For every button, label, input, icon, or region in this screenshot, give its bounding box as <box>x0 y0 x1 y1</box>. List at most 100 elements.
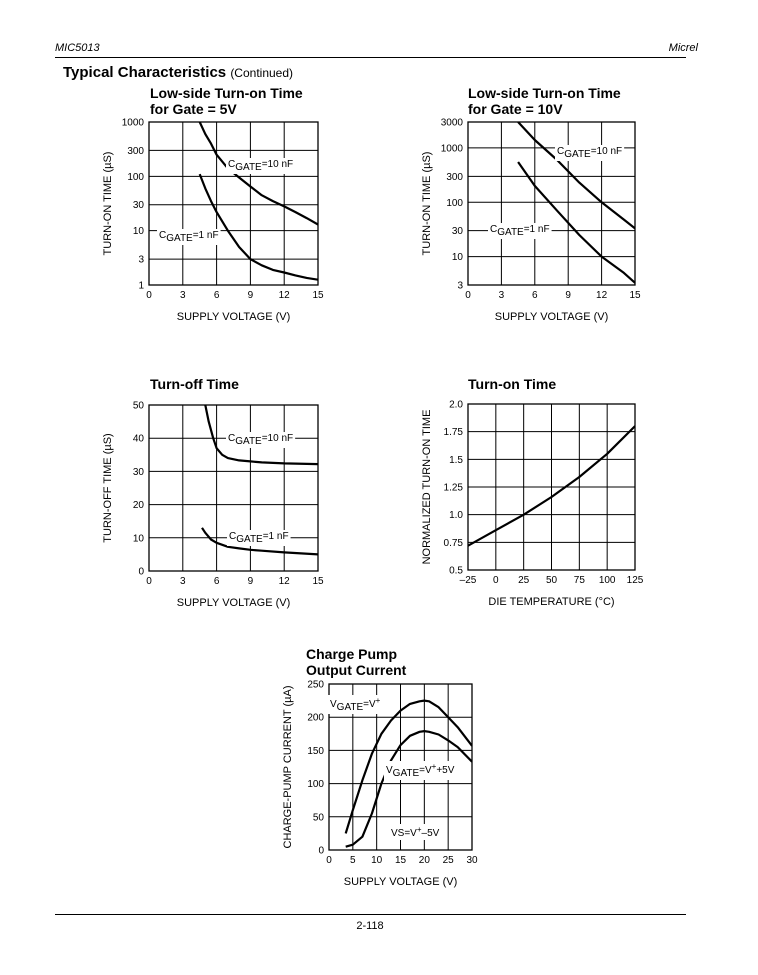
y-tick-label: 10 <box>133 533 145 544</box>
y-tick-label: 50 <box>313 812 325 823</box>
y-tick-label: 1000 <box>441 143 464 154</box>
chart-title: Low-side Turn-on Time <box>150 85 303 101</box>
curve-label-part: C <box>557 146 564 157</box>
x-tick-label: 25 <box>518 575 530 586</box>
y-axis-label: CHARGE-PUMP CURRENT (µA) <box>282 686 294 849</box>
curve-label-part: V <box>330 699 337 710</box>
y-tick-label: 100 <box>307 779 324 790</box>
page-number: 2-118 <box>356 920 384 932</box>
x-tick-label: 6 <box>214 290 220 301</box>
x-tick-label: 30 <box>466 855 478 866</box>
y-tick-label: 1.5 <box>449 455 463 466</box>
series-line-1 <box>204 405 318 466</box>
curve-label-part: GATE <box>235 436 262 447</box>
x-tick-label: 125 <box>627 575 644 586</box>
y-tick-label: 30 <box>133 467 145 478</box>
series-line-2 <box>198 173 318 281</box>
curve-label-part: C <box>490 224 497 235</box>
y-tick-label: 40 <box>133 434 145 445</box>
x-tick-label: 12 <box>279 576 291 587</box>
x-tick-label: 10 <box>371 855 383 866</box>
x-axis-label: SUPPLY VOLTAGE (V) <box>177 311 291 323</box>
y-axis-label: TURN-ON TIME (µS) <box>421 152 433 256</box>
curve-label: VGATE=V++5V <box>386 762 455 779</box>
curve-label-bg <box>555 145 625 161</box>
chart-title: Low-side Turn-on Time <box>468 85 621 101</box>
y-tick-label: 30 <box>133 200 145 211</box>
x-tick-label: 9 <box>248 576 254 587</box>
chart-title: Turn-off Time <box>150 376 239 392</box>
x-tick-label: 75 <box>574 575 586 586</box>
x-tick-label: 12 <box>279 290 291 301</box>
y-tick-label: 300 <box>127 146 144 157</box>
curve-label: CGATE=10 nF <box>557 146 622 160</box>
x-tick-label: 15 <box>312 576 324 587</box>
curve-label-part: +5V <box>436 765 454 776</box>
series-line-1 <box>198 122 318 226</box>
y-tick-label: 100 <box>127 172 144 183</box>
y-tick-label: 200 <box>307 713 324 724</box>
curve-label-bg <box>384 761 457 780</box>
x-tick-label: 100 <box>599 575 616 586</box>
curve-label-bg <box>157 229 221 245</box>
x-tick-label: –25 <box>460 575 477 586</box>
x-axis-label: DIE TEMPERATURE (°C) <box>488 596 614 608</box>
y-tick-label: 10 <box>452 252 464 263</box>
curve-label-part: =1 nF <box>193 230 219 241</box>
y-tick-label: 3 <box>138 255 144 266</box>
x-tick-label: 0 <box>146 576 152 587</box>
y-tick-label: 0 <box>138 567 144 578</box>
x-tick-label: 0 <box>465 290 471 301</box>
x-tick-label: 50 <box>546 575 558 586</box>
curve-label: VGATE=V+ <box>330 696 381 713</box>
chart-c4: Turn-on Time –25 0 25 50 75 100 125 0.5 0.75 1.0 1.… <box>421 376 644 608</box>
x-tick-label: 0 <box>326 855 332 866</box>
curve-label-part: + <box>376 696 381 705</box>
curve-label-part: –5V <box>422 828 440 839</box>
curve-label-bg <box>226 432 296 448</box>
y-tick-label: 250 <box>307 680 324 691</box>
x-tick-label: 25 <box>443 855 455 866</box>
x-tick-label: 3 <box>499 290 505 301</box>
x-tick-label: 5 <box>350 855 356 866</box>
x-tick-label: 12 <box>596 290 608 301</box>
y-axis-label: TURN-OFF TIME (µS) <box>102 433 114 542</box>
footer-rule <box>55 914 686 915</box>
curve-label-part: C <box>159 230 166 241</box>
header-part-number: MIC5013 <box>55 42 100 54</box>
series-line-1 <box>344 699 472 834</box>
curve-label-part: =1 nF <box>263 531 289 542</box>
series-line-2 <box>517 161 635 284</box>
curve-label-part: =10 nF <box>591 146 622 157</box>
curve-label-part: C <box>228 159 235 170</box>
y-tick-label: 3 <box>457 281 463 292</box>
chart-c3: Turn-off Time 0 3 6 9 12 15 0 10 20 30 40 50 SUPPLY V… <box>102 376 324 609</box>
curve-label: CGATE=1 nF <box>159 230 219 244</box>
y-tick-label: 1.25 <box>444 483 464 494</box>
chart-title: Turn-on Time <box>468 376 556 392</box>
curve-label: CGATE=10 nF <box>228 433 293 447</box>
curve-label-part: GATE <box>166 233 193 244</box>
curve-label-part: GATE <box>564 149 591 160</box>
x-tick-label: 0 <box>146 290 152 301</box>
curve-label-bg <box>227 530 291 546</box>
curve-label-bg <box>328 695 383 714</box>
curve-label-part: =V <box>419 765 432 776</box>
y-tick-label: 100 <box>446 198 463 209</box>
curve-label: CGATE=1 nF <box>490 224 550 238</box>
plot-frame <box>148 404 319 572</box>
header-company: Micrel <box>668 42 698 54</box>
y-axis-label: NORMALIZED TURN-ON TIME <box>421 410 433 565</box>
y-tick-label: 300 <box>446 172 463 183</box>
y-tick-label: 30 <box>452 226 464 237</box>
y-tick-label: 0 <box>318 846 324 857</box>
curve-label-part: GATE <box>497 227 524 238</box>
y-tick-label: 10 <box>133 226 145 237</box>
x-tick-label: 15 <box>395 855 407 866</box>
y-tick-label: 150 <box>307 746 324 757</box>
curve-label-bg <box>226 158 296 174</box>
